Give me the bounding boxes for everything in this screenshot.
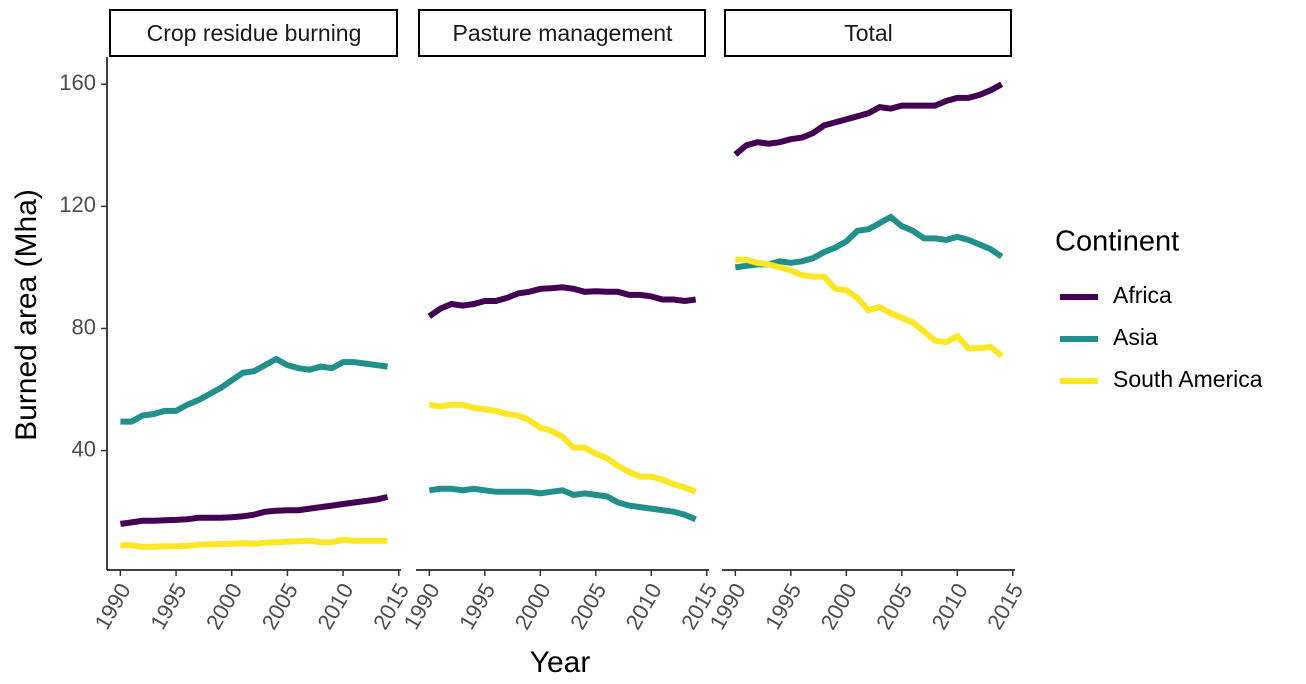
line bbox=[120, 355, 389, 425]
line bbox=[734, 213, 1004, 271]
x-tick-label: 1995 bbox=[454, 579, 500, 634]
legend-title: Continent bbox=[1055, 226, 1179, 258]
x-axis-title: Year bbox=[530, 646, 591, 679]
x-tick-label: 2010 bbox=[927, 579, 973, 634]
x-tick-label: 2005 bbox=[871, 579, 917, 634]
y-tick-label: 160 bbox=[59, 70, 96, 95]
x-tick-label: 2000 bbox=[510, 579, 556, 634]
y-tick-label: 40 bbox=[72, 436, 96, 461]
facet-strip bbox=[109, 9, 398, 57]
line bbox=[735, 256, 1004, 359]
legend-label: Africa bbox=[1113, 282, 1172, 308]
facet-strip bbox=[724, 9, 1012, 57]
line bbox=[428, 485, 697, 523]
y-axis-title: Burned area (Mha) bbox=[10, 189, 43, 441]
x-tick-label: 1990 bbox=[90, 579, 136, 634]
legend-label: South America bbox=[1113, 366, 1263, 392]
x-tick-label: 2015 bbox=[982, 579, 1028, 634]
facet-title: Pasture management bbox=[453, 20, 674, 46]
line bbox=[733, 81, 1004, 157]
y-tick-label: 120 bbox=[59, 192, 96, 217]
y-tick-label: 80 bbox=[72, 314, 96, 339]
x-tick-label: 2005 bbox=[257, 579, 303, 634]
line bbox=[427, 284, 697, 319]
x-tick-label: 1995 bbox=[145, 579, 191, 634]
x-tick-label: 2005 bbox=[565, 579, 611, 634]
facet-title: Total bbox=[844, 20, 893, 46]
x-tick-label: 2010 bbox=[312, 579, 358, 634]
line bbox=[119, 494, 389, 527]
x-tick-label: 2000 bbox=[816, 579, 862, 634]
x-tick-label: 2010 bbox=[621, 579, 667, 634]
line bbox=[428, 401, 697, 495]
legend-label: Asia bbox=[1113, 324, 1158, 350]
facet-strip bbox=[418, 9, 706, 57]
x-tick-label: 2000 bbox=[201, 579, 247, 634]
facet-title: Crop residue burning bbox=[147, 20, 362, 46]
line bbox=[120, 536, 388, 550]
x-tick-label: 1995 bbox=[760, 579, 806, 634]
